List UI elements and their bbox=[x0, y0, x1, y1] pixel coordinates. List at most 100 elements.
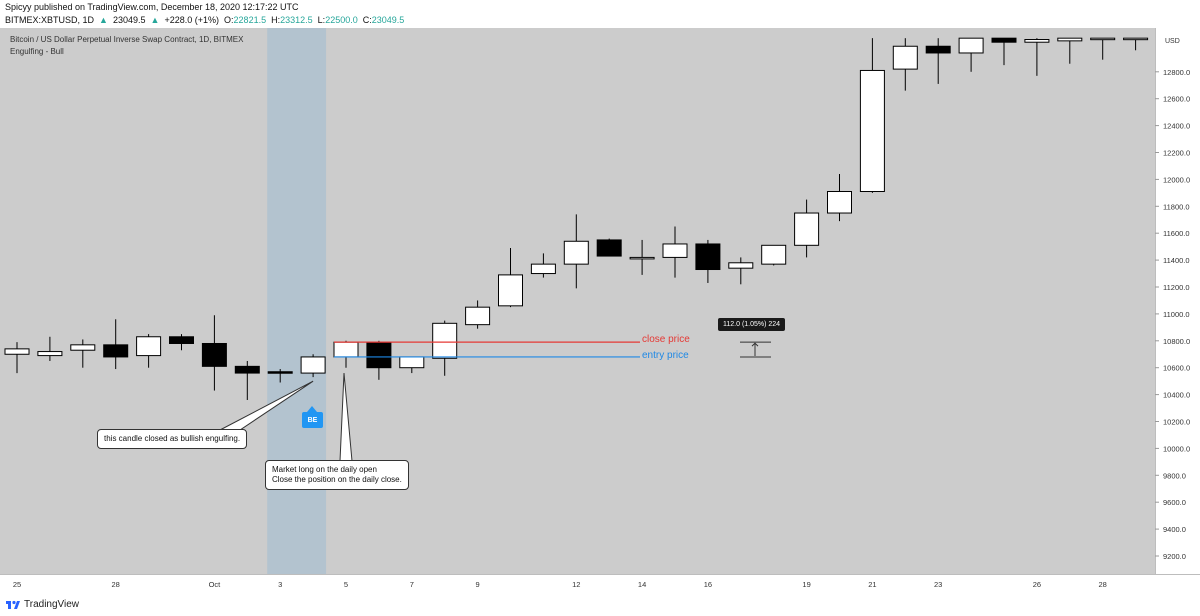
tradingview-icon bbox=[6, 597, 20, 611]
price-tick-label: 10800.0 bbox=[1163, 337, 1190, 346]
time-tick-label: 23 bbox=[934, 580, 942, 589]
high-label: H: bbox=[271, 15, 281, 25]
bearish-candle bbox=[596, 239, 622, 257]
bullish-candle bbox=[1090, 37, 1116, 41]
last-price: 23049.5 bbox=[112, 15, 146, 25]
measure-label: 112.0 (1.05%) 224 bbox=[718, 318, 786, 331]
bullish-candle bbox=[794, 212, 820, 246]
price-tick-label: 11000.0 bbox=[1163, 310, 1190, 319]
bearish-candle bbox=[366, 341, 392, 369]
price-tick-label: 11200.0 bbox=[1163, 283, 1190, 292]
bullish-candle bbox=[37, 351, 63, 357]
price-axis[interactable] bbox=[1155, 28, 1200, 574]
close-value: 23049.5 bbox=[371, 15, 405, 25]
time-tick-label: 28 bbox=[1099, 580, 1107, 589]
time-tick-label: 26 bbox=[1033, 580, 1041, 589]
price-tick-label: 9200.0 bbox=[1163, 552, 1186, 561]
bullish-candle bbox=[958, 37, 984, 54]
tradingview-logo[interactable]: TradingView bbox=[6, 597, 79, 611]
symbol-ohlc-row: BITMEX:XBTUSD, 1D ▲ 23049.5 ▲ +228.0 (+1… bbox=[5, 15, 404, 25]
bullish-candle bbox=[399, 356, 425, 369]
low-label: L: bbox=[317, 15, 326, 25]
bullish-candle bbox=[70, 344, 96, 351]
trade-instructions-callout: Market long on the daily open Close the … bbox=[265, 460, 409, 490]
price-tick-label: 10400.0 bbox=[1163, 391, 1190, 400]
bullish-candle bbox=[432, 322, 458, 359]
chart-area[interactable] bbox=[0, 28, 1155, 574]
close-price-label: close price bbox=[642, 334, 690, 345]
bullish-candle bbox=[629, 256, 655, 260]
bullish-candle bbox=[1123, 37, 1149, 41]
price-tick-label: 12200.0 bbox=[1163, 149, 1190, 158]
bearish-candle bbox=[169, 336, 194, 344]
bullish-candle bbox=[300, 356, 326, 374]
be-badge-arrow-icon bbox=[307, 406, 317, 412]
highlight-band bbox=[267, 28, 327, 574]
bullish-engulfing-callout: this candle closed as bullish engulfing. bbox=[97, 429, 248, 449]
indicator-label: Engulfing - Bull bbox=[10, 47, 64, 56]
bearish-candle bbox=[267, 371, 293, 374]
price-tick-label: 12800.0 bbox=[1163, 68, 1190, 77]
high-value: 23312.5 bbox=[280, 15, 313, 25]
price-tick-label: 12600.0 bbox=[1163, 95, 1190, 104]
time-tick-label: Oct bbox=[209, 580, 222, 589]
brand-text: TradingView bbox=[24, 598, 80, 610]
bullish-candle bbox=[859, 69, 885, 193]
time-axis[interactable] bbox=[0, 574, 1200, 595]
bullish-candle bbox=[563, 240, 589, 265]
time-tick-label: 9 bbox=[476, 580, 480, 589]
bullish-candle bbox=[728, 262, 754, 269]
bearish-candle bbox=[103, 344, 129, 358]
price-tick-label: 11600.0 bbox=[1163, 229, 1190, 238]
time-tick-label: 19 bbox=[802, 580, 810, 589]
callout-line: Close the position on the daily close. bbox=[272, 475, 402, 484]
up-arrow-icon: ▲ bbox=[96, 15, 111, 25]
time-tick-label: 7 bbox=[410, 580, 414, 589]
bullish-candle bbox=[465, 306, 491, 326]
price-tick-label: 9400.0 bbox=[1163, 525, 1186, 534]
time-tick-label: 5 bbox=[344, 580, 348, 589]
callout-line: Market long on the daily open bbox=[272, 465, 377, 474]
open-value: 22821.5 bbox=[233, 15, 267, 25]
symbol-label: BITMEX:XBTUSD, 1D bbox=[5, 15, 95, 25]
chart-legend-title: Bitcoin / US Dollar Perpetual Inverse Sw… bbox=[10, 35, 244, 44]
time-tick-label: 25 bbox=[13, 580, 21, 589]
entry-price-label: entry price bbox=[642, 350, 689, 361]
bearish-candle bbox=[991, 37, 1017, 43]
bullish-candle bbox=[662, 243, 688, 258]
open-label: O: bbox=[224, 15, 234, 25]
bearish-candle bbox=[201, 342, 227, 367]
bullish-candle bbox=[1024, 39, 1050, 43]
up-arrow-icon: ▲ bbox=[148, 15, 162, 25]
time-tick-label: 3 bbox=[278, 580, 282, 589]
be-signal-badge[interactable]: BE bbox=[302, 412, 323, 428]
close-label: C: bbox=[362, 15, 372, 25]
bullish-candle bbox=[136, 336, 162, 357]
candles-group bbox=[4, 37, 1149, 400]
price-tick-label: 11800.0 bbox=[1163, 202, 1190, 211]
bullish-candle bbox=[530, 263, 556, 275]
bullish-candle bbox=[333, 341, 359, 358]
price-tick-label: 10200.0 bbox=[1163, 418, 1190, 427]
bearish-candle bbox=[695, 243, 721, 271]
price-tick-label: 9800.0 bbox=[1163, 471, 1186, 480]
price-tick-label: 12000.0 bbox=[1163, 175, 1190, 184]
time-tick-label: 21 bbox=[868, 580, 876, 589]
time-tick-label: 12 bbox=[572, 580, 580, 589]
price-tick-label: 10600.0 bbox=[1163, 364, 1190, 373]
time-tick-label: 28 bbox=[112, 580, 120, 589]
price-tick-label: 10000.0 bbox=[1163, 444, 1190, 453]
bullish-candle bbox=[827, 191, 852, 214]
bearish-candle bbox=[234, 365, 260, 374]
bullish-candle bbox=[4, 348, 30, 355]
currency-label: USD bbox=[1165, 38, 1180, 45]
bullish-candle bbox=[892, 45, 918, 70]
footer: TradingView bbox=[0, 594, 1200, 616]
publish-info: Spicyy published on TradingView.com, Dec… bbox=[5, 2, 299, 12]
bearish-candle bbox=[925, 45, 951, 54]
measure-arrow-icon bbox=[751, 342, 759, 347]
time-tick-label: 14 bbox=[638, 580, 646, 589]
callout-pointer bbox=[339, 373, 353, 462]
bullish-candle bbox=[498, 274, 523, 307]
price-change: +228.0 (+1%) bbox=[164, 15, 220, 25]
